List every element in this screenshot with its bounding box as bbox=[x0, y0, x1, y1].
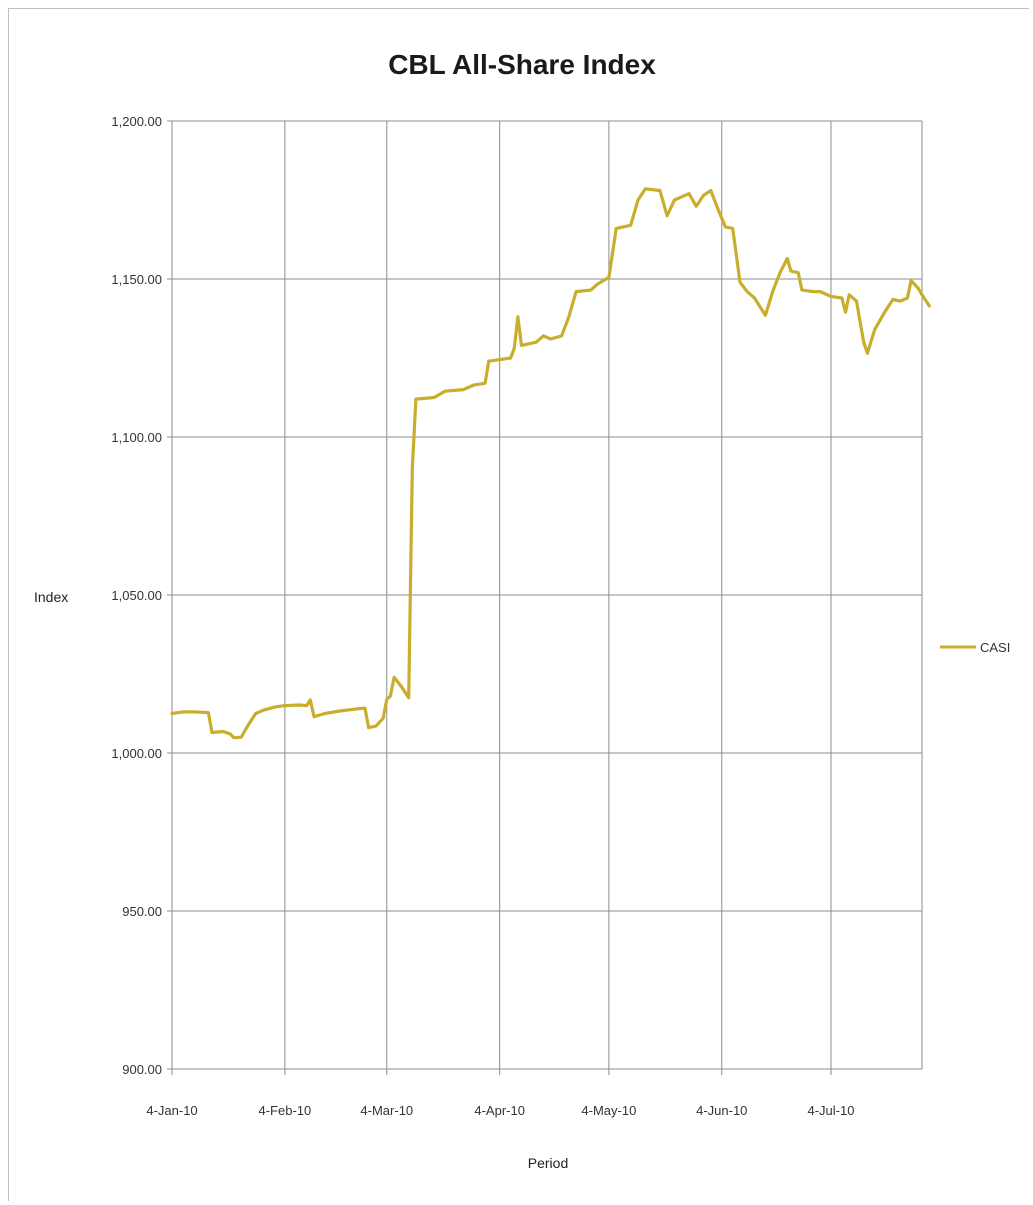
y-axis-label: Index bbox=[34, 589, 68, 605]
y-tick-label: 900.00 bbox=[122, 1062, 162, 1077]
chart-frame bbox=[8, 8, 1029, 1201]
y-tick-label: 1,000.00 bbox=[111, 746, 162, 761]
y-tick-label: 950.00 bbox=[122, 904, 162, 919]
x-tick-label: 4-Apr-10 bbox=[474, 1103, 525, 1118]
y-tick-label: 1,150.00 bbox=[111, 272, 162, 287]
y-tick-label: 1,100.00 bbox=[111, 430, 162, 445]
chart-title: CBL All-Share Index bbox=[388, 49, 656, 80]
series-layer bbox=[170, 187, 931, 740]
x-axis-label: Period bbox=[528, 1155, 568, 1171]
legend: CASI bbox=[940, 640, 1010, 655]
legend-label-casi: CASI bbox=[980, 640, 1010, 655]
y-axis: 900.00 950.00 1,000.00 1,050.00 1,100.00 1,15… bbox=[111, 114, 173, 1077]
x-tick-label: 4-May-10 bbox=[581, 1103, 636, 1118]
x-tick-label: 4-Feb-10 bbox=[258, 1103, 311, 1118]
x-tick-label: 4-Jun-10 bbox=[696, 1103, 747, 1118]
x-tick-label: 4-Jan-10 bbox=[146, 1103, 197, 1118]
x-tick-label: 4-Mar-10 bbox=[360, 1103, 413, 1118]
x-axis: 4-Jan-10 4-Feb-10 4-Mar-10 4-Apr-10 4-May-10… bbox=[146, 1068, 922, 1118]
y-tick-label: 1,200.00 bbox=[111, 114, 162, 129]
grid bbox=[171, 120, 923, 1070]
series-line-casi bbox=[170, 187, 931, 740]
x-tick-label: 4-Jul-10 bbox=[807, 1103, 854, 1118]
y-tick-label: 1,050.00 bbox=[111, 588, 162, 603]
